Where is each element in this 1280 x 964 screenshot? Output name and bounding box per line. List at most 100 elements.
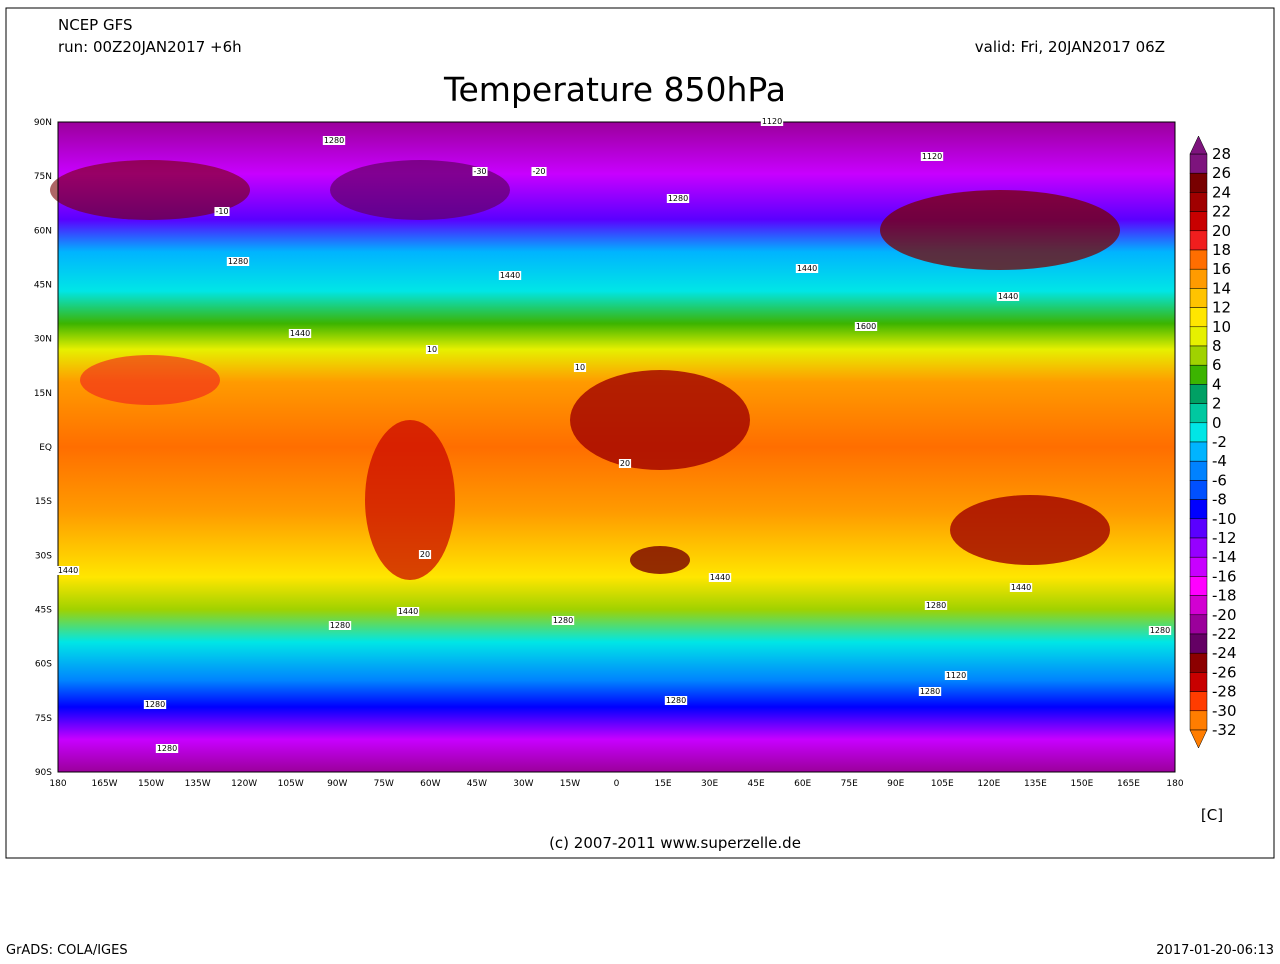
lon-label: 135W: [185, 779, 211, 789]
lat-label: 60S: [35, 660, 52, 670]
lon-label: 180: [49, 779, 66, 789]
contour-label: 1280: [666, 696, 686, 705]
legend-label: -8: [1212, 491, 1227, 509]
contour-label-box: [920, 152, 944, 161]
legend-swatch: [1189, 633, 1208, 654]
lon-label: 90W: [327, 779, 347, 789]
contour-label: 1280: [157, 744, 177, 753]
lon-label: 135E: [1024, 779, 1047, 789]
lon-label: 165E: [1117, 779, 1140, 789]
legend-swatch: [1189, 345, 1208, 366]
lat-label: 45S: [35, 606, 52, 616]
contour-label: 1600: [856, 322, 876, 331]
legend-label: 12: [1212, 299, 1231, 317]
contour-label: 1280: [330, 621, 350, 630]
legend-swatch: [1189, 441, 1208, 462]
contour-label: 1280: [324, 136, 344, 145]
lon-label: 45E: [748, 779, 765, 789]
legend-swatch: [1189, 537, 1208, 558]
contour-label-box: [396, 607, 420, 616]
warm-region: [80, 355, 220, 405]
lat-label: 15N: [34, 389, 52, 399]
contour-label: 1120: [922, 152, 942, 161]
legend-swatch: [1189, 499, 1208, 520]
lon-label: 150E: [1070, 779, 1093, 789]
legend-swatch: [1189, 652, 1208, 673]
legend-arrow-top: [1189, 135, 1208, 155]
legend-label: 8: [1212, 337, 1222, 355]
contour-label-box: [708, 573, 732, 582]
legend-label: 10: [1212, 318, 1231, 336]
lon-label: 45W: [467, 779, 487, 789]
contour-label: 1440: [710, 573, 730, 582]
contour-label-box: [918, 687, 942, 696]
lat-label: 45N: [34, 281, 52, 291]
map-border: [57, 121, 1176, 773]
legend-label: -16: [1212, 567, 1237, 585]
contour-label-box: [425, 345, 439, 354]
warm-region: [950, 495, 1110, 565]
legend-swatch: [1189, 556, 1208, 577]
map: [50, 121, 1176, 773]
warm-region: [365, 420, 455, 580]
legend-swatch: [1189, 614, 1208, 635]
legend-swatch: [1189, 710, 1208, 731]
contour-label-box: [666, 194, 690, 203]
contour-label-box: [531, 167, 547, 176]
legend-label: -2: [1212, 433, 1227, 451]
lon-label: 60E: [794, 779, 811, 789]
title: Temperature 850hPa: [443, 70, 786, 109]
contour-label: 1440: [58, 566, 78, 575]
lon-label: 105W: [278, 779, 304, 789]
cold-region: [880, 190, 1120, 270]
lat-label: 75N: [34, 172, 52, 182]
lat-label: 90S: [35, 768, 52, 778]
footer-left: GrADS: COLA/IGES: [6, 943, 128, 958]
legend-label: 28: [1212, 145, 1231, 163]
legend-swatch: [1189, 691, 1208, 712]
legend-swatch: [1189, 422, 1208, 443]
lon-label: 60W: [420, 779, 440, 789]
legend-swatch: [1189, 576, 1208, 596]
contour-label: -20: [532, 167, 545, 176]
frame: [5, 7, 1275, 859]
legend-swatch: [1189, 249, 1208, 270]
legend-label: -10: [1212, 510, 1237, 528]
legend-label: 26: [1212, 164, 1231, 182]
lon-label: 30W: [513, 779, 533, 789]
legend-label: -32: [1212, 721, 1237, 739]
contour-label-box: [854, 322, 878, 331]
contour-label-box: [472, 167, 488, 176]
legend-arrow-bottom: [1189, 729, 1208, 749]
legend-label: 20: [1212, 222, 1231, 240]
cold-region: [50, 160, 250, 220]
contour-label-box: [1009, 583, 1033, 592]
legend-swatch: [1189, 518, 1208, 539]
legend-swatch: [1189, 326, 1208, 347]
model: NCEP GFS: [58, 16, 133, 34]
legend-swatch: [1189, 172, 1208, 193]
contour-label: 1280: [553, 616, 573, 625]
legend-label: -18: [1212, 587, 1237, 605]
contour-label-box: [288, 329, 312, 338]
contour-label-box: [795, 264, 819, 273]
legend-swatch: [1189, 364, 1208, 385]
contour-label-box: [551, 616, 575, 625]
legend-label: 6: [1212, 356, 1222, 374]
legend-label: 2: [1212, 395, 1222, 413]
contour-label: 20: [620, 459, 630, 468]
lat-label: 30S: [35, 551, 52, 561]
run: run: 00Z20JAN2017 +6h: [58, 38, 242, 56]
lon-label: 30E: [701, 779, 718, 789]
legend-swatch: [1189, 288, 1208, 308]
legend-label: -4: [1212, 452, 1227, 470]
contour-label-box: [760, 117, 784, 126]
warm-region: [630, 546, 690, 574]
contour-label-box: [155, 744, 179, 753]
legend-swatch: [1189, 307, 1208, 328]
lat-label: 90N: [34, 118, 52, 128]
contour-label: 1280: [1150, 626, 1170, 635]
footer-right: 2017-01-20-06:13: [1156, 943, 1274, 958]
lon-label: 105E: [931, 779, 954, 789]
warm-region: [570, 370, 750, 470]
